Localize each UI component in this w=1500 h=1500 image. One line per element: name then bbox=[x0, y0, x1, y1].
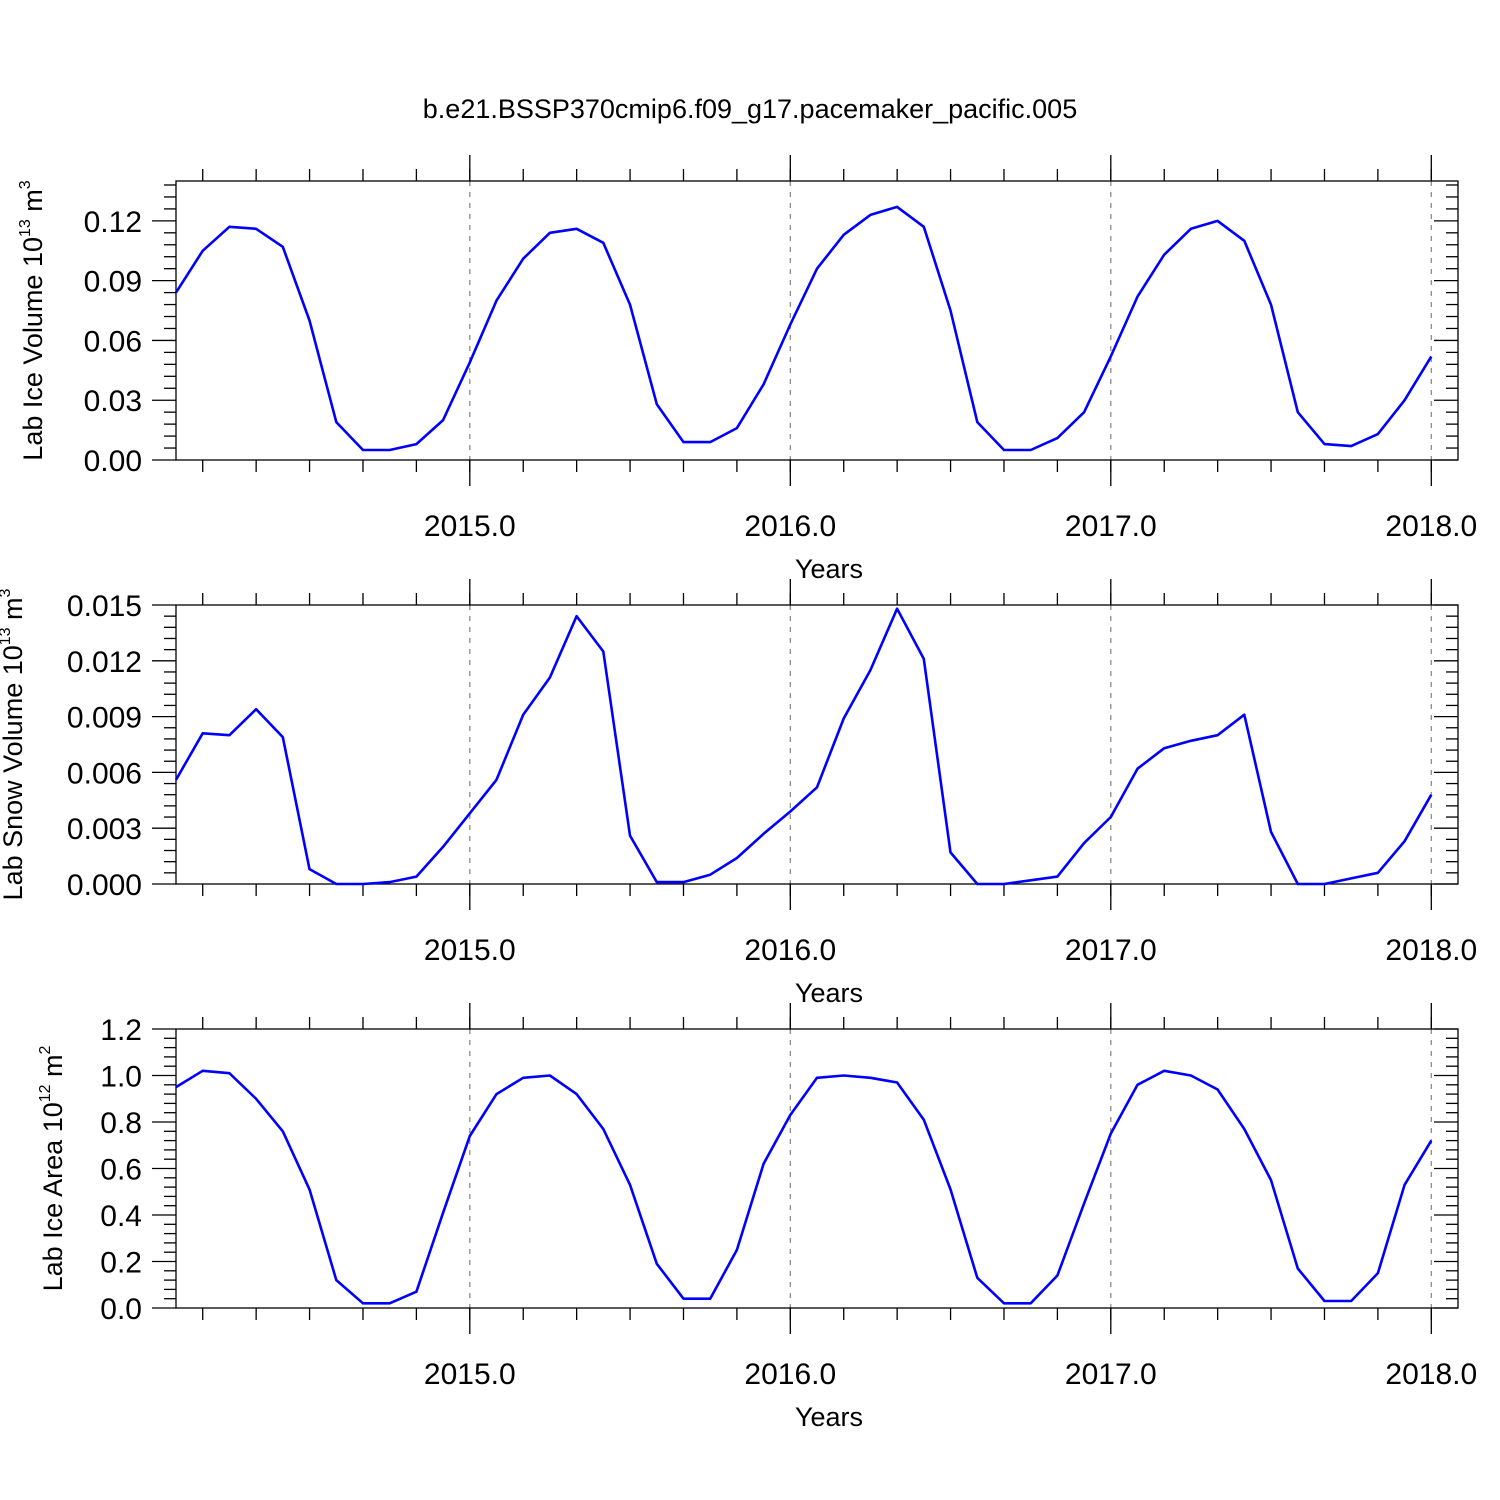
y-tick-label: 0.6 bbox=[100, 1154, 142, 1187]
y-tick-label: 1.2 bbox=[100, 1014, 142, 1047]
y-tick-label: 0.0 bbox=[100, 1293, 142, 1326]
x-axis-title: Years bbox=[795, 554, 863, 584]
y-tick-label: 0.12 bbox=[84, 206, 142, 239]
y-tick-label: 0.03 bbox=[84, 385, 142, 418]
y-tick-label: 0.009 bbox=[67, 702, 142, 735]
panel-1: 2015.0 2016.0 2017.0 2018.0 0.00 0.03 0.06 0.09… bbox=[17, 155, 1477, 584]
y-axis-title: Lab Snow Volume 1013 m3 bbox=[0, 588, 28, 900]
x-tick-label: 2017.0 bbox=[1065, 1358, 1157, 1391]
x-tick-label: 2018.0 bbox=[1385, 934, 1477, 967]
panel-2: 2015.0 2016.0 2017.0 2018.0 0.000 0.003 0.006 0… bbox=[0, 579, 1477, 1008]
x-tick-label: 2015.0 bbox=[424, 1358, 516, 1391]
x-tick-label: 2018.0 bbox=[1385, 1358, 1477, 1391]
x-tick-label: 2017.0 bbox=[1065, 510, 1157, 543]
plot-frame bbox=[175, 180, 1459, 461]
x-tick-label: 2016.0 bbox=[744, 1358, 836, 1391]
x-axis-title: Years bbox=[795, 1402, 863, 1432]
y-tick-label: 0.015 bbox=[67, 590, 142, 623]
y-tick-label: 0.06 bbox=[84, 325, 142, 358]
chart-title: b.e21.BSSP370cmip6.f09_g17.pacemaker_pac… bbox=[423, 94, 1077, 124]
series-line bbox=[174, 607, 1433, 886]
y-tick-label: 1.0 bbox=[100, 1061, 142, 1094]
plot-frame bbox=[175, 604, 1459, 885]
y-axis-title: Lab Ice Area 1012 m2 bbox=[37, 1045, 68, 1291]
y-axis-title: Lab Ice Volume 1013 m3 bbox=[17, 180, 48, 460]
y-tick-label: 0.003 bbox=[67, 813, 142, 846]
x-tick-label: 2017.0 bbox=[1065, 934, 1157, 967]
panel-3: 2015.0 2016.0 2017.0 2018.0 0.0 0.2 0.4 0.6 0.8 1… bbox=[37, 1003, 1477, 1432]
x-tick-label: 2016.0 bbox=[744, 934, 836, 967]
y-tick-label: 0.000 bbox=[67, 869, 142, 902]
series-line bbox=[175, 1069, 1433, 1305]
x-tick-label: 2016.0 bbox=[744, 510, 836, 543]
y-tick-label: 0.006 bbox=[67, 757, 142, 790]
x-tick-label: 2015.0 bbox=[424, 510, 516, 543]
series-line bbox=[174, 205, 1433, 452]
x-axis-title: Years bbox=[795, 978, 863, 1008]
y-tick-label: 0.00 bbox=[84, 445, 142, 478]
y-tick-label: 0.8 bbox=[100, 1107, 142, 1140]
x-tick-label: 2018.0 bbox=[1385, 510, 1477, 543]
y-tick-label: 0.2 bbox=[100, 1247, 142, 1280]
y-tick-label: 0.012 bbox=[67, 646, 142, 679]
y-tick-label: 0.09 bbox=[84, 266, 142, 299]
y-tick-label: 0.4 bbox=[100, 1200, 142, 1233]
x-tick-label: 2015.0 bbox=[424, 934, 516, 967]
panels: 2015.0 2016.0 2017.0 2018.0 0.00 0.03 0.06 0.09… bbox=[0, 155, 1477, 1432]
